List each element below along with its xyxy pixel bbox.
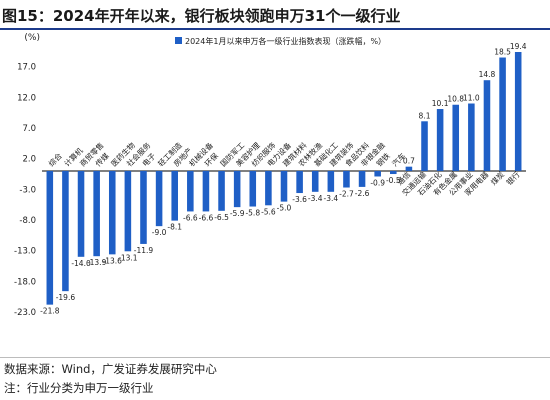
data-label: -5.6 (261, 207, 276, 216)
data-label: 14.8 (479, 70, 496, 79)
data-label: -8.1 (167, 223, 182, 232)
data-label: -19.6 (56, 293, 76, 302)
data-label: 19.4 (510, 42, 527, 51)
divider (0, 357, 550, 358)
data-label: -13.6 (103, 256, 123, 265)
y-tick-label: -23.0 (14, 308, 36, 318)
data-label: -6.6 (199, 213, 214, 222)
data-label: -2.7 (339, 190, 354, 199)
category-label: 综合 (46, 150, 64, 168)
bar (468, 103, 475, 171)
footnote: 注：行业分类为申万一级行业 (4, 381, 154, 395)
bar (296, 170, 303, 194)
y-tick-label: 17.0 (17, 63, 36, 73)
data-label: -0.9 (370, 178, 385, 187)
data-label: -14.0 (71, 259, 91, 268)
data-label: 10.1 (432, 99, 449, 108)
bar (499, 57, 506, 171)
data-label: 18.5 (494, 48, 511, 57)
bar (249, 170, 257, 207)
bar (233, 170, 241, 208)
data-label: -3.4 (324, 194, 339, 203)
bar (155, 170, 163, 227)
data-label: 11.0 (463, 94, 480, 103)
category-label: 银行 (504, 169, 522, 187)
data-label: -5.8 (245, 209, 260, 218)
bar-chart: (%) 2024年1月以来申万各一级行业指数表现（涨跌幅，%） 17.0 12.0 7.… (14, 33, 527, 318)
data-label: -2.6 (355, 189, 370, 198)
y-tick-label: -13.0 (14, 247, 36, 257)
data-label: -21.8 (40, 307, 60, 316)
y-tick-label: 2.0 (22, 155, 36, 165)
bar (374, 170, 381, 177)
category-label: 煤炭 (488, 169, 506, 187)
legend-label: 2024年1月以来申万各一级行业指数表现（涨跌幅，%） (185, 36, 386, 46)
bar (202, 170, 210, 212)
bar (452, 104, 460, 171)
bar (93, 170, 100, 257)
data-label: -13.9 (87, 258, 107, 267)
data-label: -3.6 (292, 195, 307, 204)
bar (405, 166, 413, 171)
data-label: -5.9 (230, 209, 245, 218)
bar (124, 170, 132, 252)
data-label: 0.7 (403, 157, 415, 166)
bar (46, 170, 54, 305)
bar (280, 170, 288, 202)
bar (187, 170, 194, 212)
y-tick-label: 12.0 (17, 93, 36, 103)
bar (483, 80, 491, 171)
bar (311, 170, 319, 192)
y-axis-unit: (%) (24, 33, 40, 43)
bar (436, 109, 444, 171)
data-label: -9.0 (152, 228, 167, 237)
data-label: 8.1 (419, 111, 431, 120)
bar (140, 170, 147, 244)
bar (327, 170, 335, 192)
y-tick-label: -8.0 (19, 216, 36, 226)
data-label: -11.9 (134, 246, 154, 255)
bar (265, 170, 272, 206)
bar (390, 170, 397, 175)
data-label: 10.8 (447, 95, 464, 104)
data-label: -6.6 (183, 213, 198, 222)
bar (171, 170, 178, 221)
bar (218, 170, 225, 211)
legend-swatch (175, 37, 182, 44)
data-label: -13.1 (118, 253, 138, 262)
source-note: 数据来源：Wind，广发证券发展研究中心 (4, 362, 217, 376)
bar (108, 170, 116, 255)
data-label: -0.5 (386, 176, 401, 185)
bar (77, 170, 85, 257)
data-label: -5.0 (277, 204, 292, 213)
y-tick-label: -3.0 (19, 185, 36, 195)
data-label: -6.5 (214, 213, 229, 222)
bar (343, 170, 350, 188)
page-title: 图15：2024年开年以来，银行板块领跑申万31个一级行业 (2, 7, 401, 25)
y-tick-label: 7.0 (22, 124, 36, 134)
bar (358, 170, 366, 187)
y-tick-label: -18.0 (14, 277, 36, 287)
bar (421, 121, 428, 171)
data-label: -3.4 (308, 194, 323, 203)
title-bar: 图15：2024年开年以来，银行板块领跑申万31个一级行业 (0, 0, 550, 30)
bar (514, 52, 522, 171)
bar (62, 170, 69, 292)
